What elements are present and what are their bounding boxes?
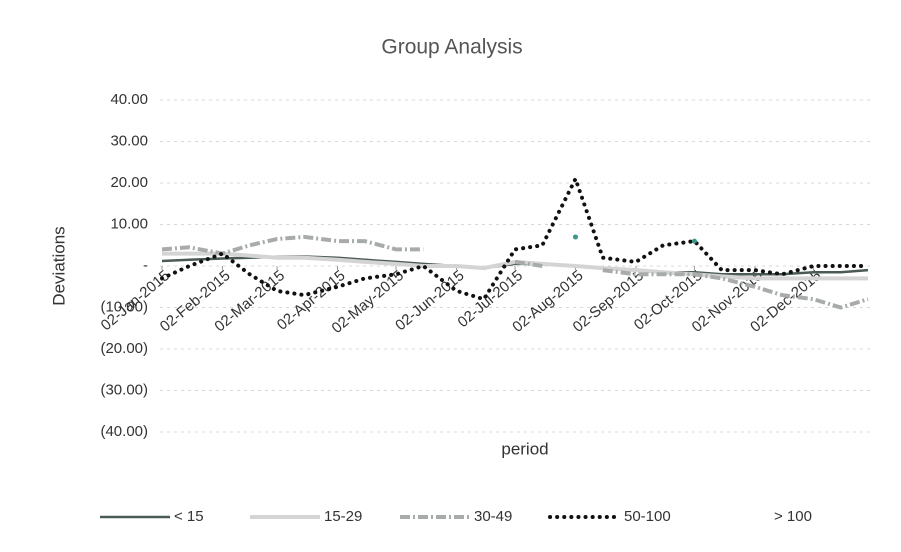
- legend-label: < 15: [174, 508, 204, 525]
- y-tick-label: (20.00): [100, 340, 148, 357]
- y-axis-label: Deviations: [49, 226, 68, 305]
- point: [572, 234, 578, 240]
- y-tick-label: (10.00): [100, 298, 148, 315]
- series-line: [160, 173, 870, 302]
- y-tick-label: 10.00: [110, 215, 148, 232]
- point: [691, 238, 697, 244]
- legend-label: > 100: [774, 508, 812, 525]
- y-tick-label: 20.00: [110, 174, 148, 191]
- y-tick-label: 30.00: [110, 132, 148, 149]
- y-tick-label: 40.00: [110, 91, 148, 108]
- chart-title: Group Analysis: [381, 36, 522, 59]
- y-tick-label: (40.00): [100, 423, 148, 440]
- legend-label: 50-100: [624, 508, 671, 525]
- y-tick-label: (30.00): [100, 381, 148, 398]
- y-tick-label: -: [143, 257, 148, 274]
- legend-label: 15-29: [324, 508, 362, 525]
- legend-label: 30-49: [474, 508, 512, 525]
- x-axis-label: period: [501, 439, 548, 458]
- series-line: [161, 234, 869, 310]
